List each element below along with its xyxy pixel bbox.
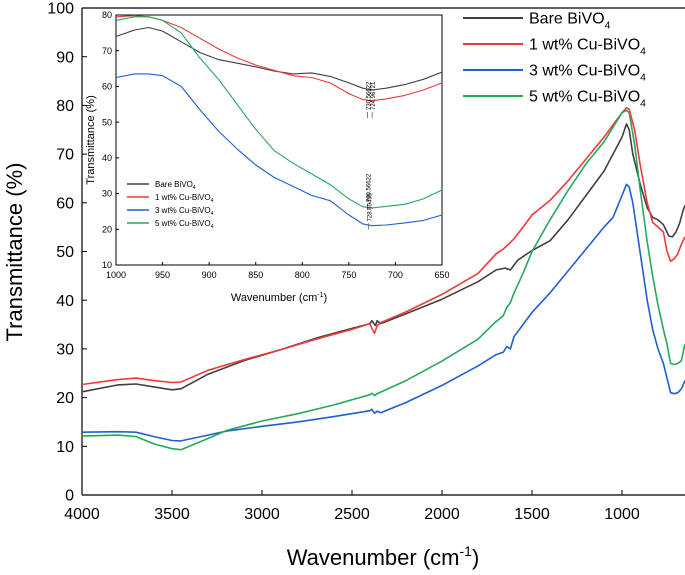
inset-legend-label: 5 wt% Cu-BiVO4 [155,219,214,230]
inset-x-tick-label: 1000 [106,270,126,280]
inset-y-tick-label: 70 [102,46,112,56]
inset-y-tick-label: 40 [102,153,112,163]
main-x-tick-label: 3000 [244,506,280,523]
main-x-tick-label: 3500 [154,506,190,523]
inset-y-tick-label: 60 [102,82,112,92]
main-y-tick-label: 0 [65,488,74,505]
main-series-1-wt-cu-bivo4 [81,107,685,386]
main-legend-label: Bare BiVO4 [529,11,611,32]
main-series-3-wt-cu-bivo4 [81,183,685,442]
main-x-tick-label: 1000 [604,506,640,523]
inset-y-tick-label: 50 [102,117,112,127]
main-y-axis-title: Transmittance (%) [2,163,27,342]
inset-series-3-wt-cu-bivo4 [115,73,443,227]
inset-annotation-label: 724.96721 [371,81,377,110]
inset-legend-label: 1 wt% Cu-BiVO4 [155,193,214,204]
main-y-tick-label: 20 [56,390,74,407]
inset-annotation-label: 730.56622 [366,81,372,110]
main-series-bare-bivo4 [81,123,685,393]
inset-x-tick-label: 650 [434,270,449,280]
inset-y-tick-label: 10 [102,260,112,270]
main-y-tick-label: 100 [47,1,74,18]
inset-annotation-label: 730.56622 [366,173,372,202]
main-x-tick-label: 2500 [334,506,370,523]
main-x-tick-label: 2000 [424,506,460,523]
inset-x-tick-label: 750 [341,270,356,280]
main-y-tick-label: 30 [56,342,74,359]
inset-frame [115,14,443,266]
inset-y-tick-label: 30 [102,189,112,199]
inset-legend-label: 3 wt% Cu-BiVO4 [155,206,214,217]
inset-series-5-wt-cu-bivo4 [115,16,443,209]
main-legend-label: 1 wt% Cu-BiVO4 [529,37,646,58]
inset-series-lines [115,15,443,227]
main-y-tick-label: 10 [56,439,74,456]
main-y-tick-label: 80 [56,98,74,115]
inset-x-tick-label: 950 [155,270,170,280]
main-x-axis-title: Wavenumber (cm-1) [287,543,480,570]
main-y-tick-label: 60 [56,195,74,212]
main-series-lines [81,107,685,451]
main-legend-label: 5 wt% Cu-BiVO4 [529,89,646,110]
main-y-tick-label: 50 [56,244,74,261]
inset-x-tick-label: 900 [202,270,217,280]
inset-ticks: 1000 950 900 850 800 750 700 650 10 20 30 40 50 60 70 8… [102,10,450,280]
main-x-tick-label: 1500 [514,506,550,523]
inset-series-1-wt-cu-bivo4 [115,15,443,102]
main-legend: Bare BiVO4 1 wt% Cu-BiVO4 3 wt% Cu-BiVO4 5 … [463,11,646,110]
inset-background [116,15,442,265]
inset-x-tick-label: 800 [295,270,310,280]
main-y-tick-label: 70 [56,147,74,164]
main-ticks: 4000 3500 3000 2500 2000 1500 1000 0 10 20 30 40 50 6… [47,1,640,523]
inset-y-tick-label: 20 [102,224,112,234]
main-y-tick-label: 90 [56,49,74,66]
main-y-tick-label: 40 [56,293,74,310]
main-x-tick-label: 4000 [64,506,100,523]
inset-legend: Bare BiVO4 1 wt% Cu-BiVO4 3 wt% Cu-BiVO4 5 … [127,180,214,230]
inset-x-tick-label: 700 [388,270,403,280]
inset-legend-label: Bare BiVO4 [155,180,196,191]
inset-y-axis-title: Transmittance (%) [85,95,97,184]
inset-x-axis-title: Wavenumber (cm-1) [231,292,327,304]
inset-annotation-label: 728.69455 [367,192,373,221]
main-series-5-wt-cu-bivo4 [81,109,685,451]
main-legend-label: 3 wt% Cu-BiVO4 [529,63,646,84]
inset-y-tick-label: 80 [102,10,112,20]
inset-x-tick-label: 850 [248,270,263,280]
